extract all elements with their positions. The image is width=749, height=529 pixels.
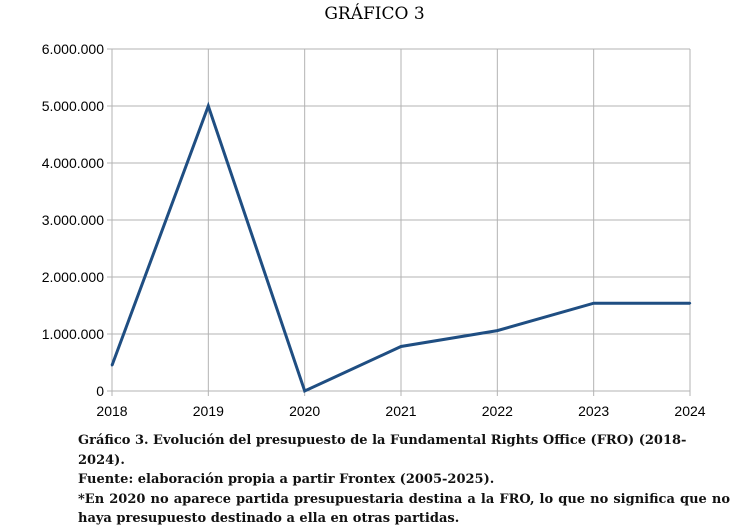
- data-series: [110, 101, 692, 394]
- y-tick-label: 4.000.000: [42, 155, 104, 171]
- x-tick-label: 2019: [193, 403, 224, 419]
- x-tick-labels: 2018 2019 2020 2021 2022 2023 2024: [96, 403, 705, 419]
- data-point: [688, 302, 692, 305]
- x-tick-label: 2021: [385, 403, 416, 419]
- x-tick-label: 2024: [674, 403, 705, 419]
- x-tick-label: 2020: [289, 403, 320, 419]
- data-point: [592, 302, 595, 305]
- x-tick-label: 2018: [96, 403, 127, 419]
- caption-line-1: Gráfico 3. Evolución del presupuesto de …: [78, 433, 687, 468]
- axes: [107, 48, 690, 392]
- data-point: [399, 345, 403, 348]
- x-tick-label: 2022: [482, 403, 513, 419]
- y-tick-label: 5.000.000: [42, 98, 104, 114]
- data-point: [207, 104, 210, 108]
- line-chart: 0 1.000.000 2.000.000 3.000.000 4.000.000 5.0…: [42, 41, 706, 419]
- y-tick-labels: 0 1.000.000 2.000.000 3.000.000 4.000.000 5.0…: [42, 41, 105, 399]
- data-point: [303, 389, 306, 393]
- figure-caption: Gráfico 3. Evolución del presupuesto de …: [78, 431, 730, 529]
- data-point: [110, 364, 114, 367]
- y-tick-label: 3.000.000: [42, 212, 104, 228]
- x-tick-label: 2023: [578, 403, 609, 419]
- y-tick-label: 6.000.000: [42, 41, 104, 57]
- y-tick-label: 1.000.000: [42, 326, 104, 342]
- caption-source: Fuente: elaboración propia a partir Fron…: [78, 472, 495, 487]
- data-point: [496, 329, 499, 332]
- chart-title: GRÁFICO 3: [324, 4, 425, 24]
- y-tick-label: 0: [96, 383, 104, 399]
- caption-note: *En 2020 no aparece partida presupuestar…: [78, 491, 730, 527]
- y-tick-label: 2.000.000: [42, 269, 104, 285]
- gridlines: [111, 48, 691, 396]
